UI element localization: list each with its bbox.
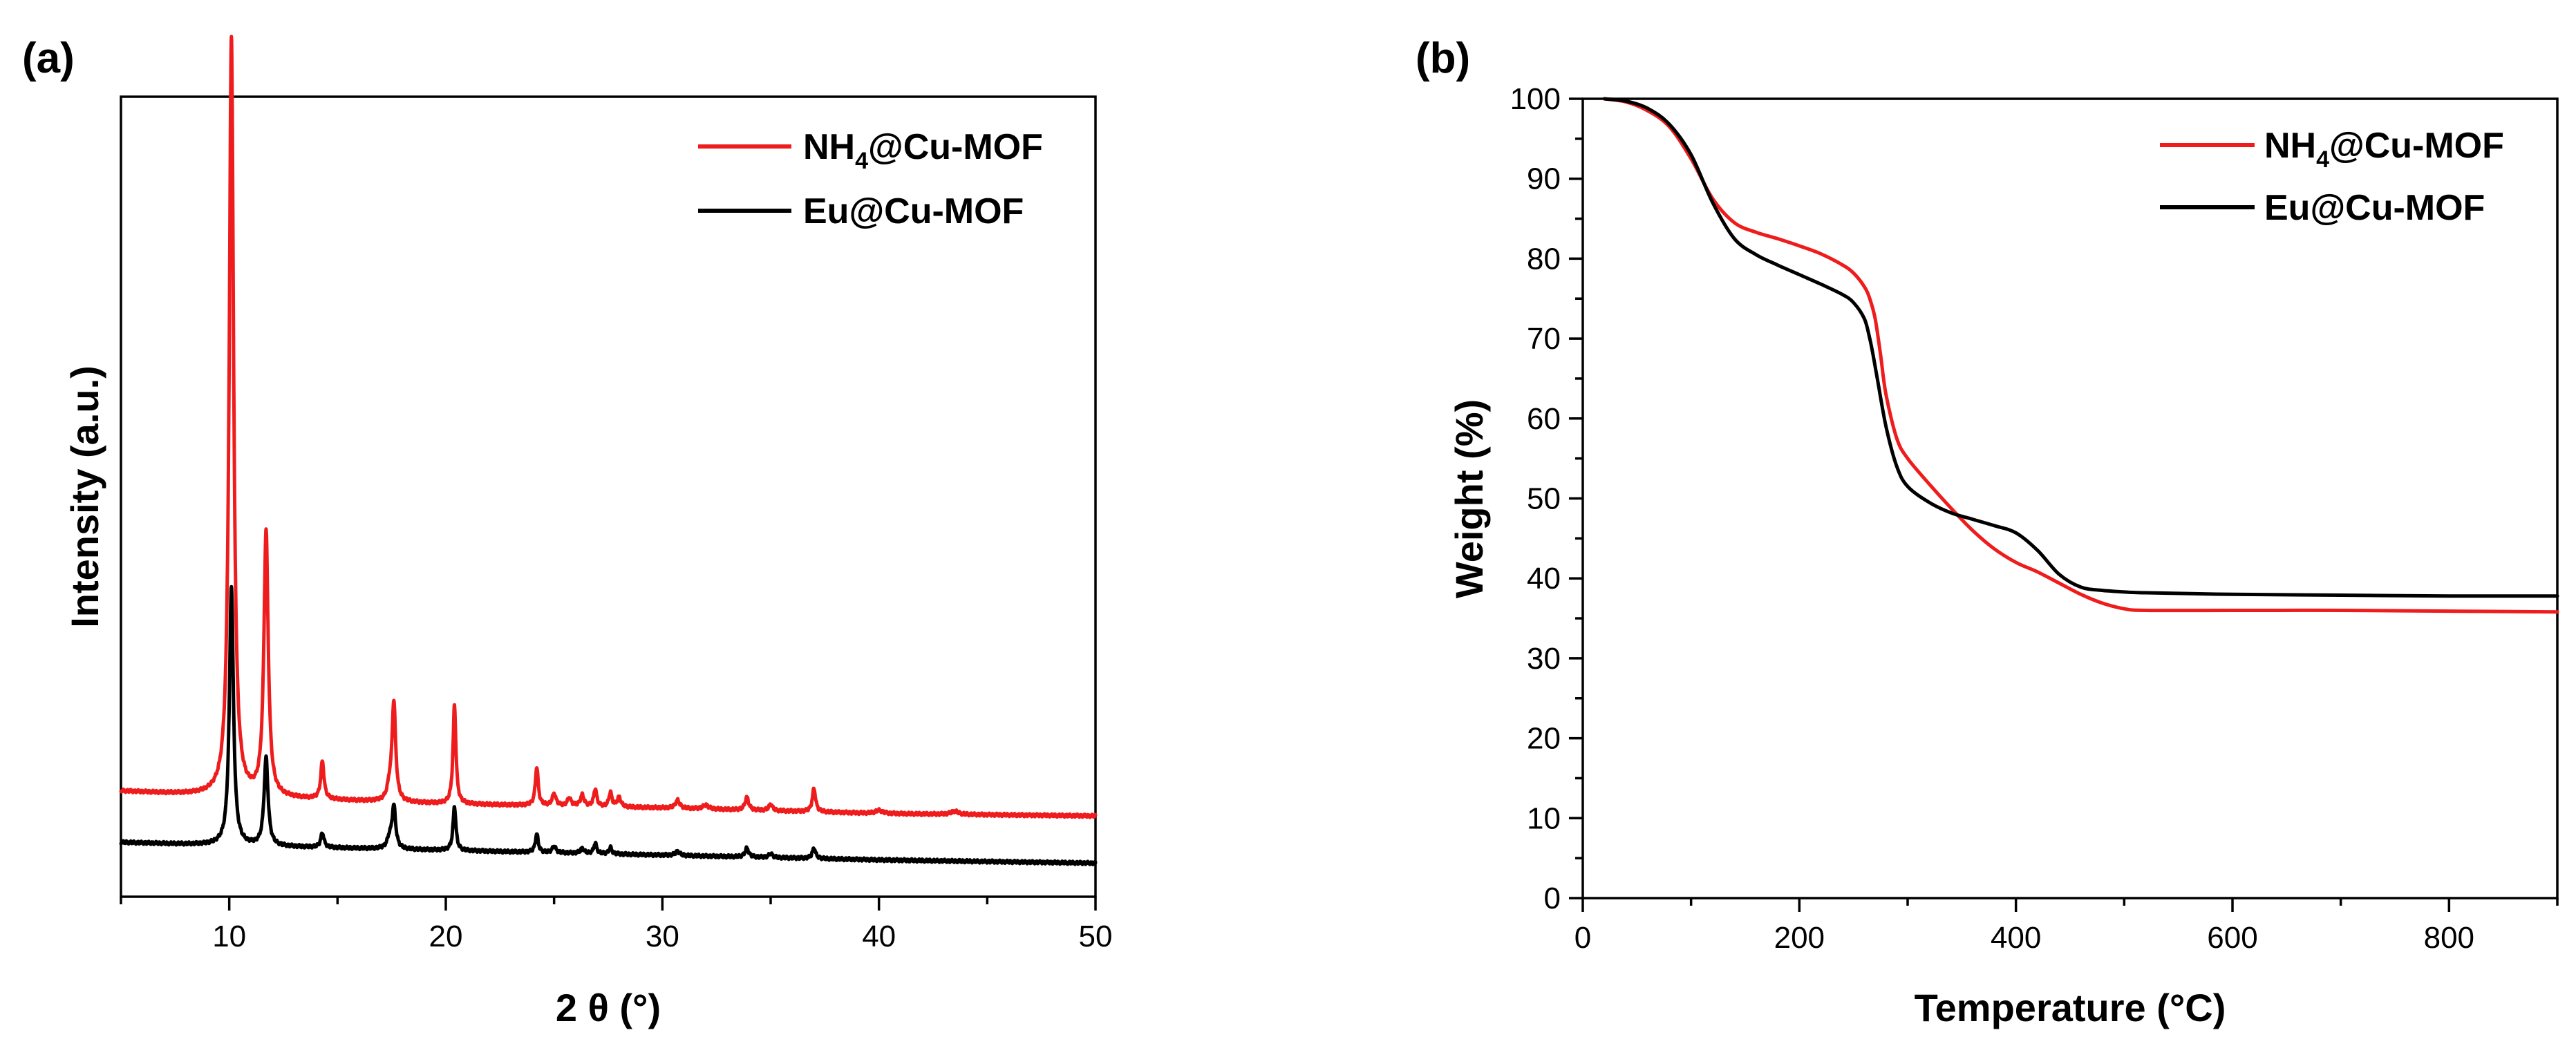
panel-b-x-tick-label: 0 [1574,921,1591,955]
panel-b-legend-label-nh4: NH4@Cu-MOF [2264,126,2504,173]
panel-b-series-eu-cu-mof [1602,97,2559,598]
panel-b-y-tick-label: 30 [1527,642,1561,676]
panel-b-x-tick-label: 600 [2207,921,2257,955]
panel-b-x-tick-label: 200 [1774,921,1825,955]
panel-b-series-group [1602,97,2559,614]
panel-b: (b) 0 200 400 600 800 0 10 20 30 40 50 60 70 80 90 100… [1416,35,2559,1029]
panel-a-label: (a) [22,35,75,82]
panel-b-series-nh4-cu-mof [1602,97,2559,614]
panel-a-series-eu-cu-mof [119,584,1098,866]
panel-a-series-nh4-cu-mof [119,35,1098,819]
panel-b-y-tick-label: 70 [1527,322,1561,356]
panel-a-y-axis-title: Intensity (a.u.) [63,365,106,628]
panel-b-y-axis-title: Weight (%) [1447,399,1491,598]
panel-a-x-tick-label: 50 [1079,920,1113,953]
panel-a-x-tick-label: 20 [429,920,463,953]
panel-a-legend-label-nh4: NH4@Cu-MOF [803,127,1043,174]
panel-a-x-axis-title: 2 θ (°) [556,986,661,1029]
panel-b-y-tick-label: 100 [1510,82,1561,116]
panel-a-plot-frame [120,95,1097,898]
panel-a-x-tick-label: 30 [646,920,679,953]
panel-a-x-ticks: 10 20 30 40 50 [120,897,1113,953]
panel-b-y-tick-label: 80 [1527,242,1561,276]
panel-b-x-axis-title: Temperature (°C) [1915,986,2226,1029]
panel-b-y-ticks: 0 10 20 30 40 50 60 70 80 90 100 [1510,82,1583,915]
panel-b-y-tick-label: 10 [1527,801,1561,835]
panel-b-x-tick-label: 400 [1991,921,2041,955]
panel-b-legend-label-eu: Eu@Cu-MOF [2264,188,2485,228]
panel-b-y-tick-label: 60 [1527,402,1561,436]
panel-a-series-group [119,35,1098,866]
panel-a-x-tick-label: 10 [212,920,246,953]
panel-a-x-tick-label: 40 [862,920,896,953]
panel-b-y-tick-label: 20 [1527,722,1561,756]
panel-b-y-tick-label: 50 [1527,482,1561,516]
panel-b-x-tick-label: 800 [2424,921,2474,955]
panel-b-legend: NH4@Cu-MOF Eu@Cu-MOF [2160,126,2504,228]
panel-a-legend-label-eu: Eu@Cu-MOF [803,191,1024,231]
panel-b-y-tick-label: 90 [1527,162,1561,196]
panel-a-legend: NH4@Cu-MOF Eu@Cu-MOF [698,127,1043,231]
panel-b-y-tick-label: 0 [1544,882,1561,915]
panel-a: (a) 10 20 30 40 50 2 θ (°) Intensity (a.u.) … [22,35,1112,1029]
panel-b-y-tick-label: 40 [1527,562,1561,596]
panel-b-x-ticks: 0 200 400 600 800 [1574,898,2559,955]
panel-b-label: (b) [1416,35,1470,82]
